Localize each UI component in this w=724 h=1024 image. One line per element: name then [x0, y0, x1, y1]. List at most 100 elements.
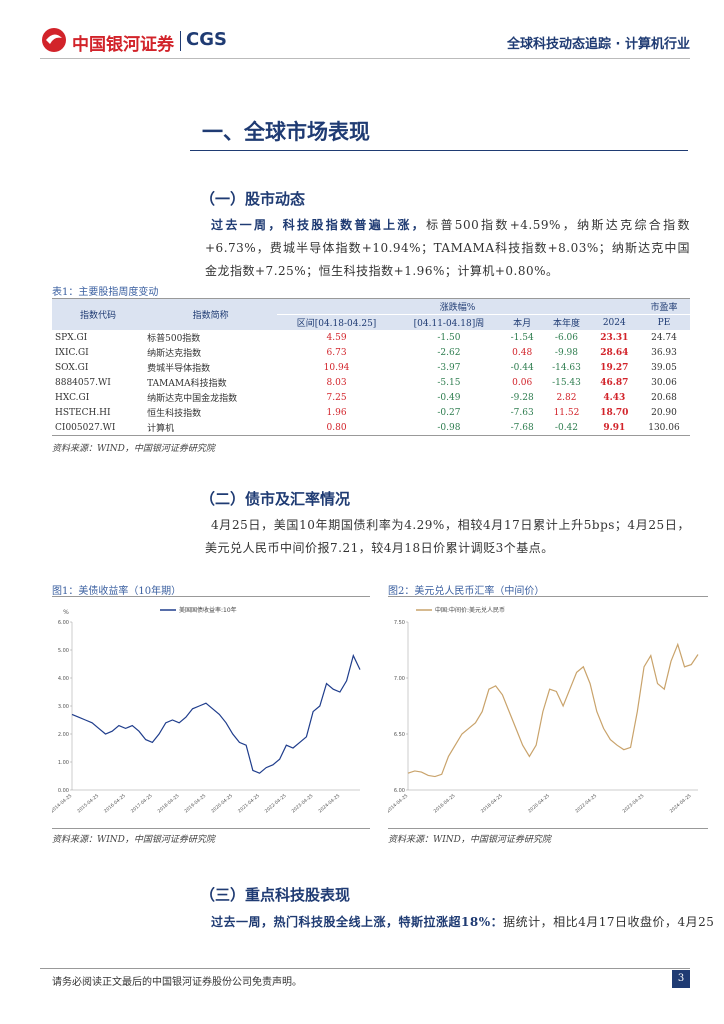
x-tick-label: 2022-04-25 — [574, 793, 598, 814]
header-row: 指数代码 指数简称 涨跌幅% 市盈率 — [52, 299, 690, 330]
table-cell: TAMAMA科技指数 — [147, 379, 227, 389]
table-row: 8884057.WI TAMAMA科技指数 8.03 -5.15 0.06 -15.43 4… — [52, 375, 690, 390]
source: 资料来源：WIND，中国银河证券研究院 — [52, 444, 215, 454]
header-cell: 2024 — [590, 314, 638, 330]
heading: （二）债市及汇率情况 — [200, 490, 351, 508]
line-series — [71, 653, 361, 774]
table-cell: 30.06 — [651, 377, 677, 388]
table-cell: 0.48 — [512, 347, 533, 358]
section-title: 一、全球市场表现 — [202, 119, 370, 144]
header-row: 区间[04.18-04.25] [04.11-04.18]周 本月 本年度 2024 PE — [52, 314, 690, 330]
table-cell: 计算机 — [147, 424, 175, 434]
table-cell: -0.98 — [437, 422, 461, 433]
y-tick-label: 6.50 — [394, 732, 405, 738]
table-cell: 36.93 — [651, 347, 677, 358]
table-cell: 标普500指数 — [147, 334, 201, 344]
y-axis-label: % — [63, 609, 69, 616]
x-tick-label: 2024-04-25 — [317, 793, 341, 814]
table-cell: 46.87 — [600, 377, 629, 388]
table-cell: 39.05 — [651, 362, 677, 373]
y-tick-label: 6.00 — [58, 620, 69, 626]
x-tick-label: 2024-04-25 — [669, 793, 693, 814]
table-cell: 24.74 — [651, 332, 677, 343]
logo-icon — [42, 28, 66, 52]
x-tick-label: 2014-04-25 — [388, 793, 409, 814]
table-cell: -0.27 — [437, 407, 461, 418]
table-row: CI005027.WI 计算机 0.80 -0.98 -7.68 -0.42 9.91 130… — [52, 420, 690, 435]
chart: 6.00 6.50 7.00 7.50 2014-04-25 2016-04-25 2018… — [388, 606, 699, 814]
header-cell: 指数简称 — [144, 299, 278, 330]
table-wrap: 指数代码 指数简称 涨跌幅% 市盈率 区间[04.18-04.25] [04.11-04.… — [52, 298, 690, 436]
header-cell: 指数代码 — [52, 299, 145, 330]
table-cell: -1.54 — [510, 332, 534, 343]
x-tick-label: 2020-04-25 — [210, 793, 234, 814]
x-tick-label: 2022-04-25 — [264, 793, 288, 814]
rule — [388, 828, 708, 829]
header-line — [40, 58, 690, 59]
table-cell: IXIC.GI — [55, 347, 89, 358]
y-tick-label: 5.00 — [58, 648, 69, 654]
y-tick-label: 3.00 — [58, 704, 69, 710]
heading: （三）重点科技股表现 — [200, 886, 351, 904]
y-tick-label: 4.00 — [58, 676, 69, 682]
table-cell: -9.28 — [510, 392, 534, 403]
source: 资料来源：WIND，中国银河证券研究院 — [388, 835, 551, 845]
header-cell: 区间[04.18-04.25] — [277, 314, 396, 330]
table-cell: -0.44 — [510, 362, 534, 373]
paragraph: 4月25日，美国10年期国债利率为4.29%，相较4月17日累计上升5bps；4… — [205, 518, 690, 555]
table-cell: 2.82 — [556, 392, 577, 403]
x-tick-label: 2018-04-25 — [157, 793, 181, 814]
table-cell: 10.94 — [323, 362, 350, 373]
table-cell: 纳斯达克指数 — [147, 349, 202, 359]
header-cell: 涨跌幅% — [277, 299, 638, 315]
table-cell: 0.80 — [326, 422, 347, 433]
table-row: SOX.GI 费城半导体指数 10.94 -3.97 -0.44 -14.63 19.27 3… — [52, 360, 690, 375]
x-tick-label: 2016-04-25 — [103, 793, 127, 814]
heading: （一）股市动态 — [200, 190, 306, 208]
table-cell: 23.31 — [600, 332, 629, 343]
paragraph: 过去一周，科技股指数普遍上涨，标普500指数+4.59%，纳斯达克综合指数+6.… — [205, 214, 690, 283]
x-tick-label: 2014-04-25 — [52, 793, 73, 814]
x-tick-label: 2023-04-25 — [291, 793, 315, 814]
table-cell: 4.43 — [603, 392, 626, 403]
section-line — [190, 150, 688, 151]
lead: 过去一周，科技股指数普遍上涨， — [211, 218, 427, 232]
x-tick-label: 2019-04-25 — [183, 793, 207, 814]
header-cell: [04.11-04.18]周 — [395, 314, 503, 330]
y-tick-label: 2.00 — [58, 732, 69, 738]
table-cell: 1.96 — [326, 407, 347, 418]
table-cell: SPX.GI — [55, 332, 88, 343]
table-cell: 130.06 — [648, 422, 680, 433]
rule — [388, 596, 708, 597]
y-tick-label: 1.00 — [58, 760, 69, 766]
y-tick-label: 0.00 — [58, 788, 69, 794]
x-tick-label: 2020-04-25 — [527, 793, 551, 814]
table-cell: -15.43 — [552, 377, 581, 388]
legend-label: 中国:中间价:美元兑人民币 — [435, 606, 505, 614]
table-cell: 纳斯达克中国金龙指数 — [147, 394, 238, 404]
table-row: HXC.GI 纳斯达克中国金龙指数 7.25 -0.49 -9.28 2.82 4.43 20… — [52, 390, 690, 405]
caption: 图2：美元兑人民币汇率（中间价） — [388, 586, 545, 597]
caption: 表1：主要股指周度变动 — [52, 287, 159, 298]
header-cell: 本月 — [502, 314, 543, 330]
chart: % 0.00 1.00 2.00 3.00 4.00 5.00 6.00 2014-04-25 2… — [52, 606, 361, 814]
table: 指数代码 指数简称 涨跌幅% 市盈率 区间[04.18-04.25] [04.11-04.… — [52, 299, 690, 435]
brand-en: CGS — [186, 29, 227, 50]
table-row: IXIC.GI 纳斯达克指数 6.73 -2.62 0.48 -9.98 28.64 36.9… — [52, 345, 690, 360]
table-cell: -7.68 — [510, 422, 534, 433]
y-tick-label: 6.00 — [394, 788, 405, 794]
table-cell: SOX.GI — [55, 362, 89, 373]
table-cell: 18.70 — [600, 407, 629, 418]
page-number: 3 — [672, 970, 690, 988]
table-cell: -6.06 — [554, 332, 579, 343]
table-cell: 0.06 — [512, 377, 533, 388]
table-cell: -2.62 — [437, 347, 461, 358]
table-cell: -1.50 — [437, 332, 461, 343]
table-row: HSTECH.HI 恒生科技指数 1.96 -0.27 -7.63 11.52 18.70 2… — [52, 405, 690, 420]
table-cell: 8884057.WI — [55, 377, 111, 388]
header-cell: 本年度 — [542, 314, 591, 330]
footer-line — [40, 968, 690, 969]
x-tick-label: 2023-04-25 — [621, 793, 645, 814]
lead: 过去一周，热门科技股全线上涨，特斯拉涨超18%： — [211, 915, 504, 929]
table-cell: 8.03 — [326, 377, 347, 388]
